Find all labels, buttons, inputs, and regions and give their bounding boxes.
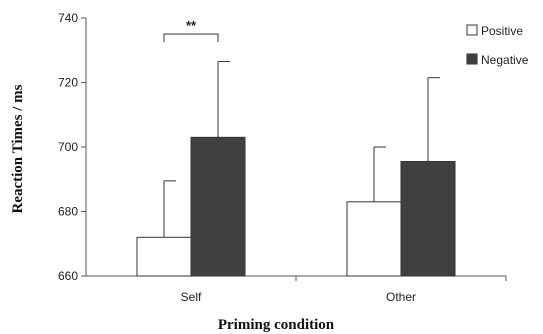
chart-legend: Positive Negative <box>466 24 529 67</box>
bar-positive-self <box>136 236 192 277</box>
y-tick-label: 740 <box>58 11 78 25</box>
significance-bracket <box>163 33 219 42</box>
legend-label-positive: Positive <box>481 24 523 38</box>
y-axis-title: Reaction Times / ms <box>10 84 26 213</box>
chart-annotations: ** <box>163 18 219 42</box>
y-tick-label: 720 <box>58 76 78 90</box>
bar-negative-other <box>400 161 456 277</box>
chart-error-bars <box>163 61 440 238</box>
chart-bars <box>136 136 456 277</box>
legend-swatch-negative <box>466 53 478 65</box>
y-tick-label: 680 <box>58 205 78 219</box>
y-tick-label: 700 <box>58 140 78 154</box>
x-tick-label: Other <box>386 290 416 304</box>
x-tick-label: Self <box>181 290 202 304</box>
x-axis-title: Priming condition <box>218 317 335 333</box>
legend-swatch-positive <box>466 24 478 36</box>
significance-label: ** <box>186 18 197 33</box>
bar-positive-other <box>346 201 402 277</box>
y-tick-label: 660 <box>58 269 78 283</box>
chart-ticks: 660 680 700 720 740 Self Other <box>58 11 507 304</box>
bar-negative-self <box>190 136 246 277</box>
legend-label-negative: Negative <box>481 53 529 67</box>
